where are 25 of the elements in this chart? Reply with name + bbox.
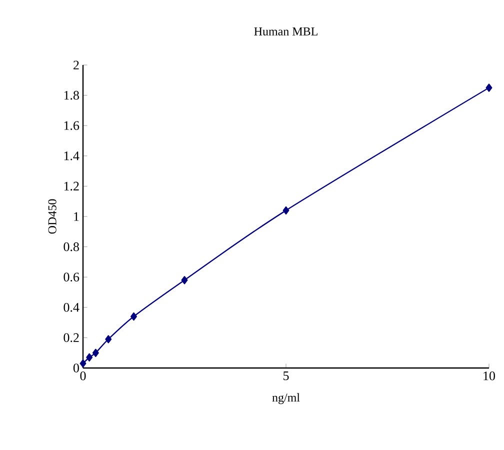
point (486, 84, 492, 92)
chart-title: Human MBL (254, 27, 318, 36)
y-tick-label: 1.8 (64, 90, 79, 100)
x-tick-label: 0 (80, 372, 86, 380)
y-tick-label: 0.6 (64, 272, 80, 282)
point (86, 353, 93, 362)
point (92, 348, 99, 357)
y-tick-label: 2 (74, 60, 79, 70)
point (130, 312, 137, 321)
point (282, 206, 290, 215)
point (80, 359, 86, 368)
y-tick-label: 0.2 (64, 333, 79, 342)
y-tick-label: 0 (73, 364, 79, 372)
y-axis-title: OD450 (48, 199, 56, 234)
point (105, 335, 112, 344)
y-tick-label: 0.8 (64, 242, 79, 252)
x-tick-label: 10 (484, 372, 495, 380)
y-tick-label: 1.4 (64, 152, 80, 160)
point (181, 276, 188, 284)
y-tick-label: 0.4 (64, 302, 80, 312)
x-axis-title: ng/ml (272, 393, 300, 404)
y-tick-label: 1.2 (64, 182, 79, 191)
y-tick-label: 1.6 (64, 121, 80, 130)
x-tick-label: 5 (284, 372, 289, 380)
y-tick-label: 1 (74, 212, 79, 221)
